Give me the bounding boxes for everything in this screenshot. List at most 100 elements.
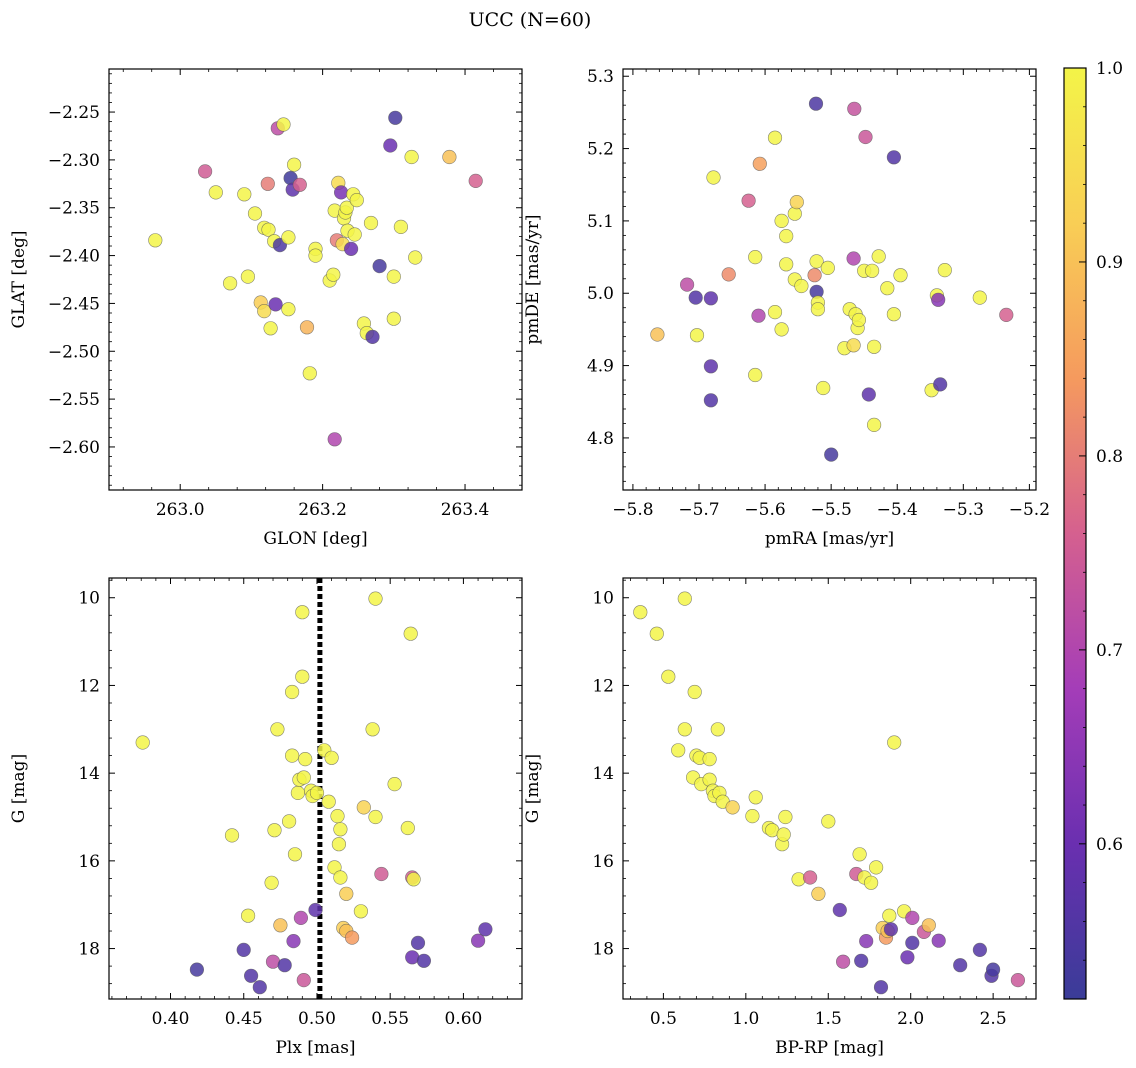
data-point	[240, 269, 255, 284]
data-point	[847, 101, 862, 116]
data-point	[400, 820, 415, 836]
x-tick-label: −5.8	[612, 500, 653, 520]
data-point	[236, 942, 251, 958]
axes-frame	[108, 577, 523, 1000]
y-axis-label: G [mag]	[523, 754, 543, 823]
y-tick-label: 12	[592, 676, 614, 696]
data-point	[404, 149, 419, 165]
data-point	[261, 222, 276, 237]
data-point	[871, 249, 886, 264]
data-point	[273, 918, 288, 933]
data-point	[852, 847, 867, 862]
data-point	[767, 130, 783, 145]
data-point	[223, 276, 238, 291]
x-tick-label: −5.4	[877, 500, 918, 520]
data-point	[921, 918, 936, 933]
data-point	[264, 875, 279, 890]
panel-proper-motion: −5.8 −5.7 −5.6 −5.5 −5.4 −5.3 −5.2 4.8 4.9 5.0 5.1…	[523, 67, 1050, 549]
x-axis-label: Plx [mas]	[275, 1038, 355, 1058]
data-point	[403, 626, 418, 641]
data-point	[808, 96, 824, 111]
data-point	[368, 591, 383, 606]
data-point	[287, 157, 302, 172]
data-point	[880, 281, 895, 296]
x-tick-label: 0.45	[225, 1009, 263, 1029]
points-cmd	[633, 591, 1026, 995]
data-point	[237, 187, 252, 202]
data-point	[953, 958, 968, 973]
x-axis-label: GLON [deg]	[263, 529, 367, 549]
data-point	[344, 241, 359, 256]
data-point	[774, 322, 789, 337]
data-point	[208, 185, 223, 200]
data-point	[863, 875, 879, 890]
data-point	[688, 290, 703, 305]
data-point	[353, 904, 369, 919]
data-point	[298, 751, 313, 767]
data-point	[748, 367, 763, 383]
data-point	[368, 809, 383, 825]
data-point	[748, 790, 763, 805]
data-point	[241, 908, 256, 923]
data-point	[372, 259, 387, 274]
data-point	[295, 605, 310, 620]
data-point	[408, 250, 423, 265]
x-tick-label: 1.0	[732, 1009, 759, 1029]
x-tick-label: 0.50	[298, 1009, 336, 1029]
y-tick-label: 4.9	[587, 357, 614, 377]
x-tick-label: 0.55	[371, 1009, 409, 1029]
y-tick-label: 18	[78, 940, 100, 960]
data-point	[416, 953, 432, 968]
data-point	[263, 321, 278, 336]
x-tick-label: 263.4	[441, 500, 490, 520]
x-tick-label: 0.40	[152, 1009, 190, 1029]
y-tick-label: −2.40	[48, 247, 100, 267]
figure-title: UCC (N=60)	[469, 9, 592, 31]
colorbar-gradient	[1063, 67, 1087, 1000]
data-point	[330, 808, 345, 824]
data-point	[937, 263, 952, 278]
data-point	[767, 305, 783, 320]
data-point	[267, 823, 282, 838]
data-point	[292, 177, 307, 192]
data-point	[821, 814, 836, 829]
data-point	[442, 149, 457, 165]
data-point	[679, 277, 695, 292]
data-point	[386, 311, 401, 326]
data-point	[864, 263, 880, 278]
y-axis-label: pmDE [mas/yr]	[523, 214, 543, 344]
data-point	[374, 866, 389, 882]
y-tick-label: 5.1	[587, 212, 614, 232]
data-point	[687, 684, 702, 700]
y-tick-label: −2.30	[48, 151, 100, 171]
data-point	[677, 591, 692, 606]
data-point	[282, 814, 297, 829]
data-point	[820, 260, 835, 276]
data-point	[649, 626, 664, 641]
points-proper-motion	[650, 96, 1014, 462]
data-point	[333, 870, 348, 885]
data-point	[189, 962, 204, 977]
data-point	[809, 254, 824, 269]
points-position	[148, 110, 483, 447]
x-tick-label: −5.5	[811, 500, 852, 520]
data-point	[866, 339, 882, 354]
data-point	[270, 722, 285, 737]
data-point	[386, 269, 401, 284]
data-point	[933, 377, 948, 392]
data-point	[321, 794, 336, 809]
data-point	[286, 933, 301, 949]
data-point	[778, 809, 793, 825]
colorbar-tick-label: 0.8	[1096, 447, 1123, 467]
data-point	[985, 962, 1001, 977]
data-point	[886, 150, 902, 165]
data-point	[779, 229, 794, 244]
data-point	[468, 173, 483, 188]
data-point	[671, 743, 686, 758]
data-point	[365, 722, 380, 737]
y-tick-label: −2.50	[48, 342, 100, 362]
data-point	[859, 933, 874, 949]
y-tick-label: −2.25	[48, 103, 100, 123]
data-point	[285, 684, 300, 700]
